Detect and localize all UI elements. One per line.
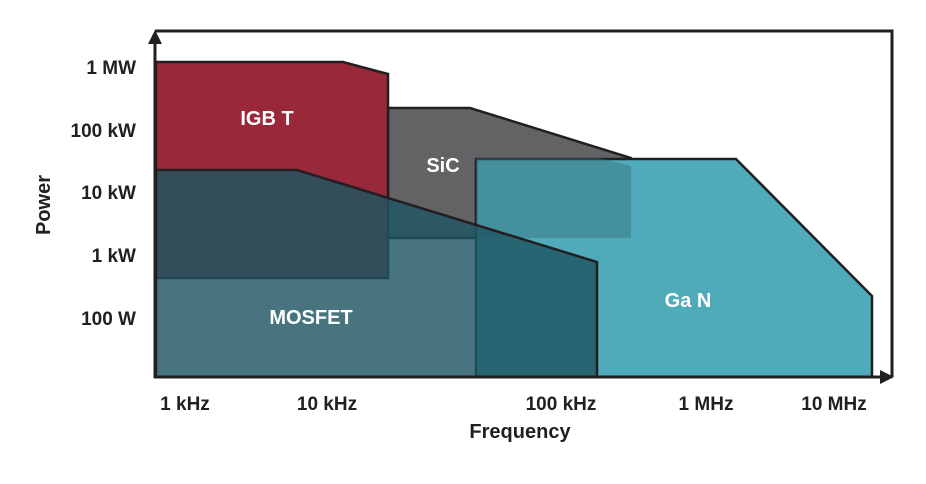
gan-label: Ga N	[665, 290, 712, 312]
chart-frame	[155, 29, 894, 377]
igbt-label: IGB T	[240, 108, 293, 130]
x-tick-label: 10 MHz	[801, 394, 866, 415]
x-tick-label: 100 kHz	[526, 394, 597, 415]
y-tick-label: 1 MW	[86, 58, 136, 79]
x-tick-label: 1 kHz	[160, 394, 210, 415]
mosfet-label: MOSFET	[269, 307, 352, 329]
x-axis-title: Frequency	[469, 421, 571, 443]
sic-overlay	[476, 158, 631, 238]
x-tick-label: 10 kHz	[297, 394, 357, 415]
y-tick-label: 10 kW	[81, 183, 136, 204]
y-tick-label: 100 W	[81, 309, 136, 330]
y-tick-label: 100 kW	[71, 121, 137, 142]
x-tick-label: 1 MHz	[679, 394, 734, 415]
sic-label: SiC	[426, 155, 459, 177]
y-axis-arrow-icon	[148, 30, 162, 44]
x-axis-arrow-icon	[880, 370, 894, 384]
y-tick-label: 1 kW	[92, 246, 136, 267]
y-axis-title: Power	[33, 175, 55, 235]
